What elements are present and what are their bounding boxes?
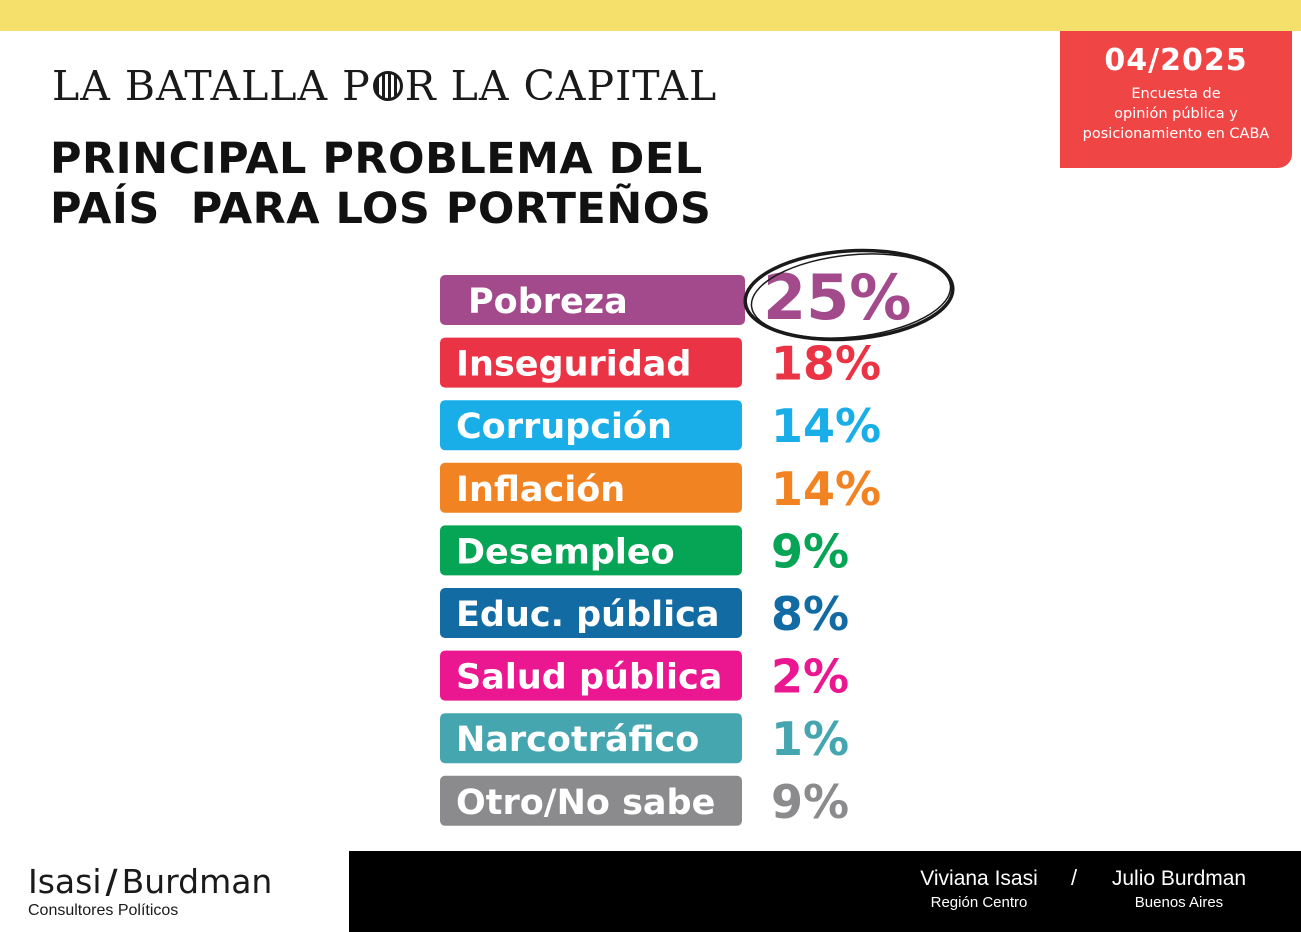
bar-label-salud-publica: Salud pública	[456, 658, 722, 698]
brand-logo: Isasi / Burdman	[28, 862, 272, 901]
bar-label-educ-publica: Educ. pública	[456, 595, 720, 635]
bar-desempleo	[440, 525, 742, 576]
date-badge-line-3: posicionamiento en CABA	[1082, 126, 1270, 142]
date-badge-description: Encuesta de opinión pública y posicionam…	[1060, 84, 1292, 144]
value-label-desempleo: 9%	[771, 524, 849, 578]
highlight-circle	[743, 248, 955, 342]
page-title-line-2: PAÍS PARA LOS PORTEÑOS	[50, 184, 712, 234]
bar-label-corrupcion: Corrupción	[456, 407, 672, 447]
value-label-pobreza: 25%	[763, 261, 911, 334]
kicker-text-end: R LA CAPITAL	[404, 62, 718, 110]
bar-label-inflacion: Inflación	[456, 470, 625, 510]
value-label-corrupcion: 14%	[771, 399, 881, 453]
person-1-name: Viviana Isasi	[920, 867, 1038, 890]
footer-separator: /	[1071, 865, 1078, 890]
brand-name-left: Isasi	[28, 862, 102, 901]
bar-narcotrafico	[440, 713, 742, 764]
brand-block: Isasi / Burdman Consultores Políticos	[28, 862, 272, 920]
date-badge-date: 04/2025	[1104, 43, 1248, 78]
brand-slash: /	[105, 862, 118, 901]
value-label-otro-no-sabe: 9%	[771, 775, 849, 829]
bar-educ-publica	[440, 588, 742, 638]
bar-label-desempleo: Desempleo	[456, 532, 675, 572]
bar-corrupcion	[440, 400, 742, 451]
person-1-role: Región Centro	[930, 894, 1028, 911]
page-title: PRINCIPAL PROBLEMA DEL PAÍS PARA LOS POR…	[50, 134, 711, 234]
top-accent-bar	[0, 0, 1301, 31]
value-label-inflacion: 14%	[771, 462, 881, 516]
kicker-o-logo-icon	[372, 71, 403, 101]
kicker-text-start: LA BATALLA P	[52, 62, 371, 110]
footer-bar: Viviana Isasi Región Centro / Julio Burd…	[349, 851, 1301, 932]
bar-inseguridad	[440, 337, 742, 388]
brand-subtitle: Consultores Políticos	[28, 902, 179, 919]
bar-label-otro-no-sabe: Otro/No sabe	[456, 783, 715, 823]
value-label-educ-publica: 8%	[771, 587, 849, 641]
bar-pobreza	[440, 275, 745, 325]
highlight-circle-inner	[750, 253, 952, 339]
page-title-line-1: PRINCIPAL PROBLEMA DEL	[50, 134, 703, 184]
bar-inflacion	[440, 462, 742, 513]
bar-label-pobreza: Pobreza	[468, 282, 628, 322]
kicker-title: LA BATALLA P R LA CAPITAL	[52, 62, 717, 110]
value-label-narcotrafico: 1%	[771, 712, 849, 766]
date-badge-line-1: Encuesta de	[1131, 86, 1221, 102]
brand-name-right: Burdman	[121, 862, 273, 901]
person-2-role: Buenos Aires	[1134, 894, 1224, 911]
value-label-salud-publica: 2%	[771, 650, 849, 704]
bar-label-inseguridad: Inseguridad	[456, 345, 691, 385]
bar-label-narcotrafico: Narcotráfico	[456, 720, 699, 760]
person-1: Viviana Isasi Región Centro	[917, 867, 1041, 911]
bar-salud-publica	[440, 650, 742, 701]
value-label-inseguridad: 18%	[771, 337, 881, 391]
date-badge-line-2: opinión pública y	[1114, 106, 1238, 122]
date-badge: 04/2025 Encuesta de opinión pública y po…	[1060, 31, 1292, 168]
person-2: Julio Burdman Buenos Aires	[1105, 867, 1253, 911]
person-2-name: Julio Burdman	[1111, 867, 1247, 890]
bar-otro-no-sabe	[440, 775, 742, 826]
